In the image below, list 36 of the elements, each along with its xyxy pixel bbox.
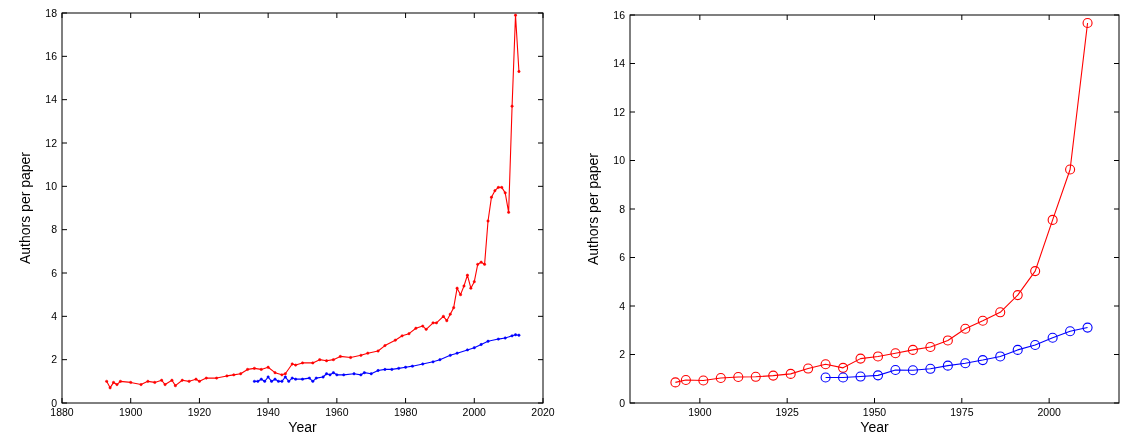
- y-tick-label: 8: [51, 223, 58, 236]
- y-tick-label: 16: [613, 8, 626, 21]
- y-tick-label: 8: [619, 202, 626, 215]
- y-tick-label: 14: [45, 93, 58, 106]
- x-axis-title: Year: [288, 419, 317, 435]
- x-tick-label: 1900: [119, 406, 143, 418]
- y-tick-label: 16: [45, 49, 58, 62]
- y-tick-label: 4: [51, 309, 58, 322]
- x-tick-label: 2000: [1037, 406, 1061, 418]
- x-tick-label: 1925: [775, 406, 800, 418]
- x-tick-label: 1940: [256, 406, 280, 418]
- y-tick-label: 0: [619, 396, 626, 409]
- x-axis-title: Year: [860, 419, 889, 435]
- y-tick-label: 4: [619, 299, 626, 312]
- y-tick-label: 10: [45, 179, 58, 192]
- y-tick-label: 2: [619, 348, 626, 360]
- x-tick-label: 2000: [462, 406, 487, 418]
- x-tick-label: 1950: [862, 406, 887, 418]
- x-tick-label: 1980: [393, 406, 418, 418]
- y-tick-label: 10: [613, 154, 626, 166]
- y-axis-title: Authors per paper: [17, 151, 33, 265]
- y-tick-label: 2: [51, 353, 58, 366]
- y-tick-label: 12: [613, 105, 626, 118]
- y-tick-label: 6: [619, 251, 626, 263]
- x-tick-label: 1900: [688, 406, 712, 418]
- x-tick-label: 1975: [950, 406, 974, 418]
- y-tick-label: 12: [45, 136, 58, 149]
- y-tick-label: 6: [51, 266, 58, 279]
- x-tick-label: 2020: [531, 406, 555, 418]
- y-tick-label: 14: [613, 57, 626, 69]
- y-tick-label: 0: [51, 396, 58, 409]
- x-tick-label: 1880: [50, 406, 74, 418]
- y-axis-title: Authors per paper: [585, 152, 601, 266]
- x-tick-label: 1960: [325, 406, 349, 418]
- x-tick-label: 1920: [187, 406, 212, 418]
- y-tick-label: 18: [45, 6, 58, 19]
